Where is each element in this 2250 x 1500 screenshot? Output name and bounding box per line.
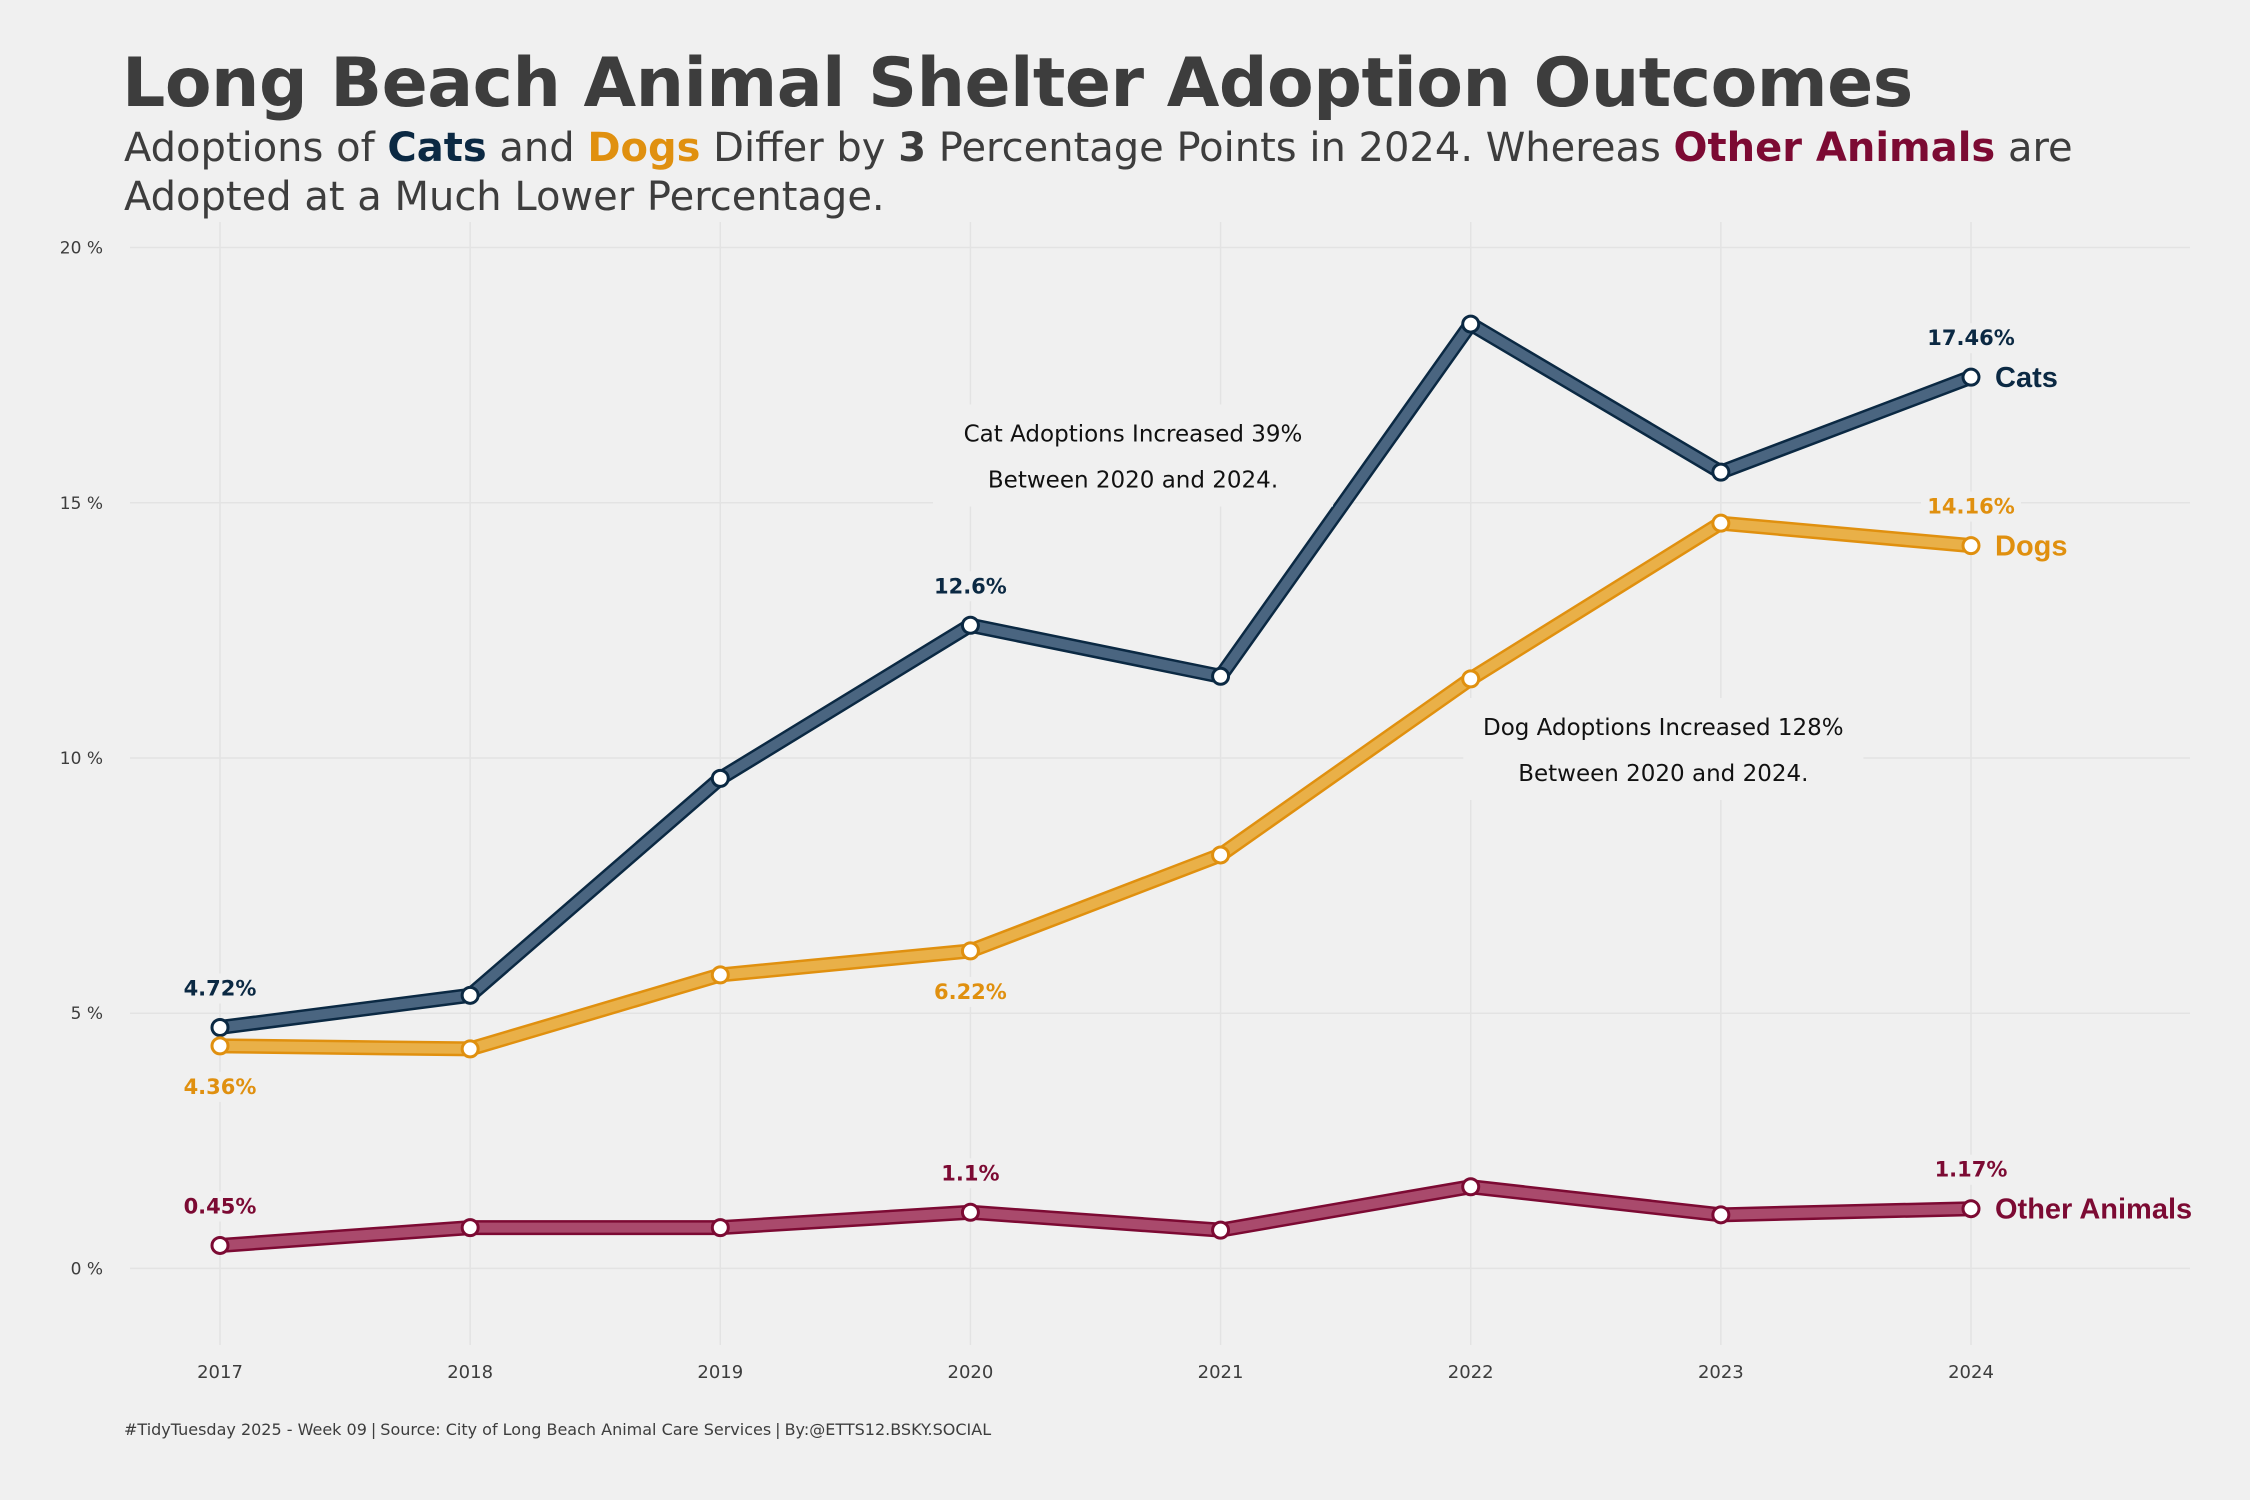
x-tick-label: 2024 — [1948, 1362, 1994, 1383]
x-tick-label: 2017 — [197, 1362, 243, 1383]
subtitle-dogs-highlight: Dogs — [587, 125, 701, 171]
x-tick-label: 2019 — [697, 1362, 743, 1383]
subtitle-text: are Adopted at a Much Lower Percentage. — [124, 125, 2073, 220]
subtitle-text: Percentage Points in 2024. Whereas — [926, 125, 1674, 171]
series-name-dogs: Dogs — [1995, 531, 2068, 563]
data-point-cats — [210, 1017, 230, 1037]
data-label-bg — [170, 1071, 270, 1102]
data-point-dogs — [1711, 513, 1731, 533]
chart-title: Long Beach Animal Shelter Adoption Outco… — [122, 44, 1913, 123]
data-point-other-animals — [960, 1202, 980, 1222]
annotations: Cat Adoptions Increased 39% Between 2020 … — [933, 404, 1864, 801]
data-point-other-animals — [210, 1235, 230, 1255]
data-label-other-animals: 1.17% — [1935, 1158, 2008, 1182]
series-name-cats: Cats — [1995, 362, 2058, 394]
subtitle-number-highlight: 3 — [898, 125, 927, 171]
data-point-cats — [1961, 367, 1981, 387]
y-tick-label: 10 % — [60, 749, 103, 769]
data-labels: 4.72% 12.6% 17.46% Cats 4.36% 6.22% 14.16% Dogs… — [170, 323, 2192, 1226]
x-tick-label: 2018 — [447, 1362, 493, 1383]
x-tick-label: 2022 — [1448, 1362, 1494, 1383]
data-point-other-animals — [1461, 1177, 1481, 1197]
annotation-bg — [933, 404, 1334, 507]
subtitle-text: Adoptions of — [124, 125, 388, 171]
data-label-bg — [920, 571, 1021, 602]
data-point-other-animals — [1961, 1199, 1981, 1219]
series-line-dogs — [215, 518, 1976, 1054]
data-label-bg — [920, 976, 1021, 1007]
y-tick-label: 20 % — [60, 239, 103, 259]
caption-author: By:@ETTS12.BSKY.SOCIAL — [784, 1420, 992, 1439]
data-point-other-animals — [1211, 1220, 1231, 1240]
x-tick-label: 2023 — [1698, 1362, 1744, 1383]
data-point-dogs — [1961, 536, 1981, 556]
subtitle-text: Differ by — [700, 125, 899, 171]
data-point-dogs — [1461, 669, 1481, 689]
x-tick-label: 2020 — [948, 1362, 994, 1383]
data-label-other-animals: 1.1% — [941, 1161, 999, 1185]
annotation-text: Cat Adoptions Increased 39% — [964, 421, 1303, 447]
series-lines — [212, 316, 1979, 1253]
caption-separator: | — [775, 1420, 781, 1439]
data-point-cats — [1711, 462, 1731, 482]
caption: #TidyTuesday 2025 - Week 09 | Source: City… — [124, 1420, 991, 1439]
y-tick-label: 0 % — [71, 1259, 103, 1279]
data-label-dogs: 6.22% — [934, 980, 1007, 1004]
caption-separator: | — [370, 1420, 377, 1439]
data-label-dogs: 4.36% — [184, 1075, 257, 1099]
y-tick-label: 5 % — [71, 1004, 103, 1024]
data-point-dogs — [210, 1036, 230, 1056]
series-line-cats — [215, 319, 1976, 1033]
data-point-cats — [1461, 314, 1481, 334]
series-name-other-animals: Other Animals — [1995, 1194, 2192, 1226]
data-point-other-animals — [1711, 1205, 1731, 1225]
data-label-bg — [920, 1158, 1021, 1189]
data-point-cats — [460, 985, 480, 1005]
series-line-other-animals — [215, 1181, 1976, 1251]
data-label-cats: 17.46% — [1927, 326, 2014, 350]
annotation-text: Between 2020 and 2024. — [1518, 761, 1808, 787]
data-point-cats — [710, 768, 730, 788]
data-point-cats — [1211, 666, 1231, 686]
data-point-dogs — [710, 965, 730, 985]
data-label-bg — [1921, 491, 2021, 522]
axis-labels: 0 % 5 % 10 % 15 % 20 % 2017 2018 2019 2020 2021 20… — [60, 239, 1994, 1383]
data-point-other-animals — [460, 1218, 480, 1238]
caption-hashtag: #TidyTuesday 2025 - Week 09 — [124, 1420, 367, 1439]
data-points — [210, 314, 1981, 1255]
annotation-bg — [1463, 698, 1864, 801]
annotation-text: Dog Adoptions Increased 128% — [1483, 715, 1844, 741]
data-label-other-animals: 0.45% — [184, 1194, 257, 1218]
data-point-dogs — [460, 1039, 480, 1059]
data-label-bg — [1921, 323, 2021, 354]
data-label-bg — [170, 973, 270, 1004]
data-label-bg — [1921, 1154, 2021, 1185]
subtitle-cats-highlight: Cats — [387, 125, 487, 171]
data-point-cats — [960, 615, 980, 635]
data-label-cats: 4.72% — [184, 976, 257, 1000]
data-point-dogs — [960, 941, 980, 961]
data-label-bg — [170, 1191, 270, 1222]
data-label-dogs: 14.16% — [1927, 495, 2014, 519]
data-point-other-animals — [710, 1218, 730, 1238]
data-point-dogs — [1211, 845, 1231, 865]
annotation-text: Between 2020 and 2024. — [988, 467, 1278, 493]
caption-source: Source: City of Long Beach Animal Care S… — [380, 1420, 772, 1439]
y-tick-label: 15 % — [60, 494, 103, 514]
chart-subtitle: Adoptions of Cats and Dogs Differ by 3 P… — [124, 124, 2184, 222]
x-tick-label: 2021 — [1198, 1362, 1244, 1383]
grid-lines — [130, 222, 2190, 1345]
subtitle-other-highlight: Other Animals — [1673, 125, 1996, 171]
data-label-cats: 12.6% — [934, 574, 1007, 598]
subtitle-text: and — [486, 125, 588, 171]
